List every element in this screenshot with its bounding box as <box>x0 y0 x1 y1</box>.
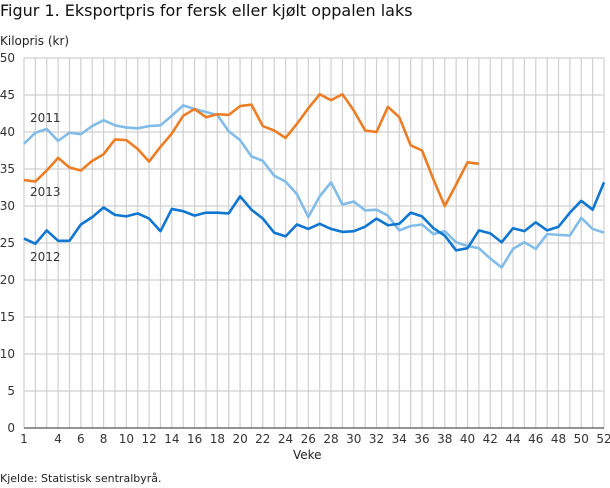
series-line-2013 <box>23 92 480 208</box>
y-tick-label: 35 <box>0 162 15 176</box>
series-label-2011: 2011 <box>30 111 61 125</box>
x-tick-label: 26 <box>301 432 316 446</box>
series-label-2012: 2012 <box>30 250 61 264</box>
series-line-2011 <box>23 104 605 269</box>
x-tick-label: 6 <box>77 432 85 446</box>
x-tick-label: 50 <box>574 432 589 446</box>
x-tick-label: 10 <box>119 432 134 446</box>
series-line-2012 <box>23 181 606 252</box>
x-tick-label: 32 <box>369 432 384 446</box>
y-axis-label: Kilopris (kr) <box>0 34 70 48</box>
x-tick-label: 36 <box>414 432 429 446</box>
y-tick-label: 45 <box>0 88 15 102</box>
series-label-2013: 2013 <box>30 185 61 199</box>
x-tick-label: 4 <box>54 432 62 446</box>
y-tick-label: 15 <box>0 310 15 324</box>
x-tick-label: 14 <box>164 432 179 446</box>
source-note: Kjelde: Statistisk sentralbyrå. <box>0 472 162 485</box>
y-tick-label: 25 <box>0 236 15 250</box>
x-tick-label: 52 <box>596 432 610 446</box>
y-tick-label: 30 <box>0 199 15 213</box>
x-tick-label: 44 <box>505 432 520 446</box>
x-tick-label: 8 <box>100 432 108 446</box>
x-tick-label: 12 <box>141 432 156 446</box>
x-tick-label: 34 <box>392 432 407 446</box>
x-tick-label: 30 <box>346 432 361 446</box>
y-tick-label: 0 <box>7 421 15 435</box>
x-tick-label: 16 <box>187 432 202 446</box>
y-tick-label: 10 <box>0 347 15 361</box>
x-tick-label: 20 <box>232 432 247 446</box>
x-tick-label: 42 <box>483 432 498 446</box>
x-tick-label: 38 <box>437 432 452 446</box>
x-tick-label: 40 <box>460 432 475 446</box>
x-tick-label: 22 <box>255 432 270 446</box>
x-tick-label: 18 <box>210 432 225 446</box>
x-axis-label: Veke <box>293 448 322 462</box>
y-tick-label: 20 <box>0 273 15 287</box>
x-tick-label: 46 <box>528 432 543 446</box>
y-tick-label: 50 <box>0 51 15 65</box>
y-tick-label: 40 <box>0 125 15 139</box>
x-tick-label: 48 <box>551 432 566 446</box>
y-tick-label: 5 <box>7 384 15 398</box>
x-tick-label: 1 <box>20 432 28 446</box>
x-tick-label: 24 <box>278 432 293 446</box>
x-tick-label: 28 <box>323 432 338 446</box>
chart-title: Figur 1. Eksportpris for fersk eller kjø… <box>0 1 413 20</box>
